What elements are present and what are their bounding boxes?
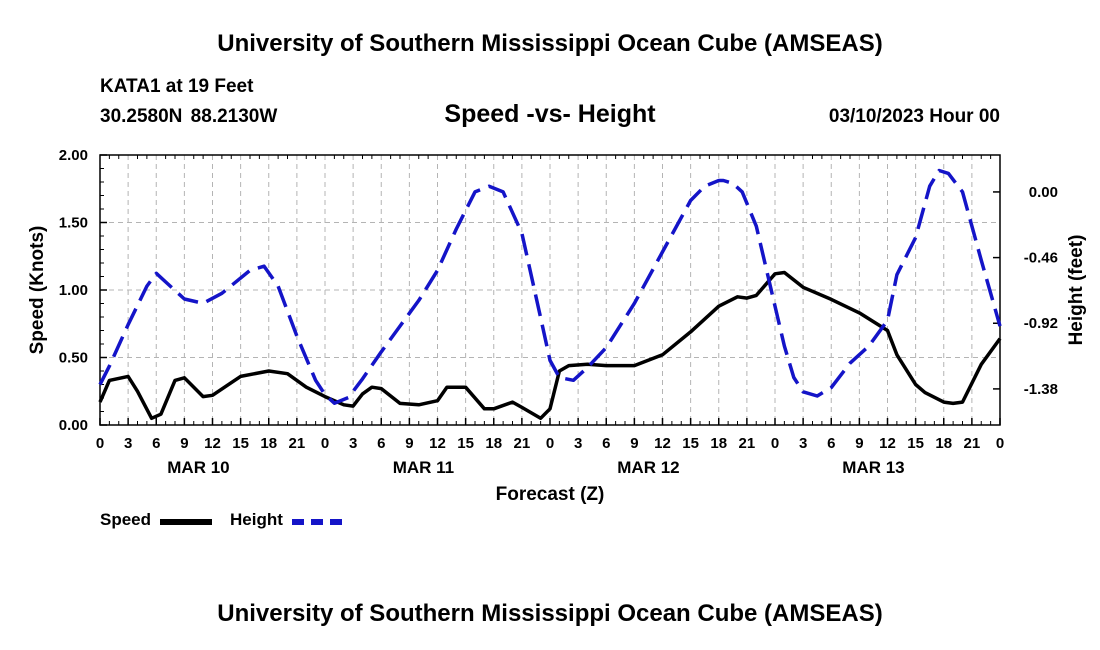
x-tick-label: 6	[152, 435, 160, 452]
y-tick-label: 0.50	[59, 350, 88, 367]
x-tick-label: 0	[996, 435, 1004, 452]
x-tick-label: 12	[654, 435, 671, 452]
station-name: KATA1 at 19 Feet	[100, 76, 254, 97]
x-tick-label: 21	[964, 435, 981, 452]
y2-tick-label: -0.46	[1024, 250, 1058, 267]
day-label: MAR 10	[167, 458, 229, 477]
x-tick-label: 9	[855, 435, 863, 452]
x-tick-label: 9	[405, 435, 413, 452]
forecast-date: 03/10/2023 Hour 00	[828, 106, 1000, 127]
x-tick-label: 15	[682, 435, 699, 452]
series-line-height	[98, 168, 1002, 405]
page-title: University of Southern Mississippi Ocean…	[217, 30, 883, 57]
x-tick-label: 18	[935, 435, 952, 452]
legend-height-swatch	[292, 519, 342, 525]
x-tick-label: 12	[879, 435, 896, 452]
series-line-speed	[98, 270, 1002, 421]
x-tick-label: 6	[377, 435, 385, 452]
day-label: MAR 11	[393, 458, 454, 477]
x-tick-label: 21	[514, 435, 531, 452]
legend-height-label: Height	[230, 510, 283, 529]
x-tick-label: 3	[574, 435, 582, 452]
day-label: MAR 12	[617, 458, 679, 477]
y-tick-label: 1.50	[59, 215, 88, 232]
chart-svg: 0 3 6 9 12 15 18 21 0 3 6 9 12 15 18 21 0 3 6 9 12 15 18 21 0 3 6 9…	[27, 147, 1087, 505]
legend-speed-label: Speed	[100, 510, 152, 529]
chart-subtitle: Speed -vs- Height	[444, 100, 656, 128]
station-coordinates: 30.2580N 88.2130W	[100, 106, 278, 127]
x-tick-label: 15	[907, 435, 924, 452]
x-tick-label: 3	[799, 435, 807, 452]
x-tick-label: 12	[429, 435, 446, 452]
y-tick-label: 2.00	[59, 147, 88, 164]
y2-tick-label: -0.92	[1024, 315, 1058, 332]
x-tick-label: 12	[204, 435, 221, 452]
x-tick-label: 18	[260, 435, 277, 452]
x-axis-title: Forecast (Z)	[496, 484, 605, 505]
y-tick-label: 1.00	[59, 282, 88, 299]
x-tick-label: 6	[827, 435, 835, 452]
plot-frame	[99, 154, 1001, 426]
x-tick-label: 21	[739, 435, 756, 452]
x-tick-label: 18	[485, 435, 502, 452]
x-tick-label: 0	[96, 435, 104, 452]
x-tick-label: 0	[321, 435, 329, 452]
x-tick-label: 9	[630, 435, 638, 452]
x-tick-label: 3	[349, 435, 357, 452]
x-tick-label: 0	[771, 435, 779, 452]
footer-title: University of Southern Mississippi Ocean…	[217, 600, 883, 627]
y2-tick-label: -1.38	[1024, 381, 1058, 398]
x-tick-label: 21	[289, 435, 306, 452]
x-tick-label: 0	[546, 435, 554, 452]
y2-axis-title: Height (feet)	[1066, 235, 1087, 346]
day-label: MAR 13	[842, 458, 904, 477]
y2-tick-label: 0.00	[1029, 184, 1058, 201]
x-tick-label: 18	[710, 435, 727, 452]
x-tick-label: 3	[124, 435, 132, 452]
x-tick-label: 15	[232, 435, 249, 452]
x-tick-label: 6	[602, 435, 610, 452]
x-tick-label: 15	[457, 435, 474, 452]
y-tick-label: 0.00	[59, 417, 88, 434]
y-axis-title: Speed (Knots)	[27, 226, 48, 355]
x-tick-label: 9	[180, 435, 188, 452]
legend-speed-swatch	[160, 519, 212, 525]
